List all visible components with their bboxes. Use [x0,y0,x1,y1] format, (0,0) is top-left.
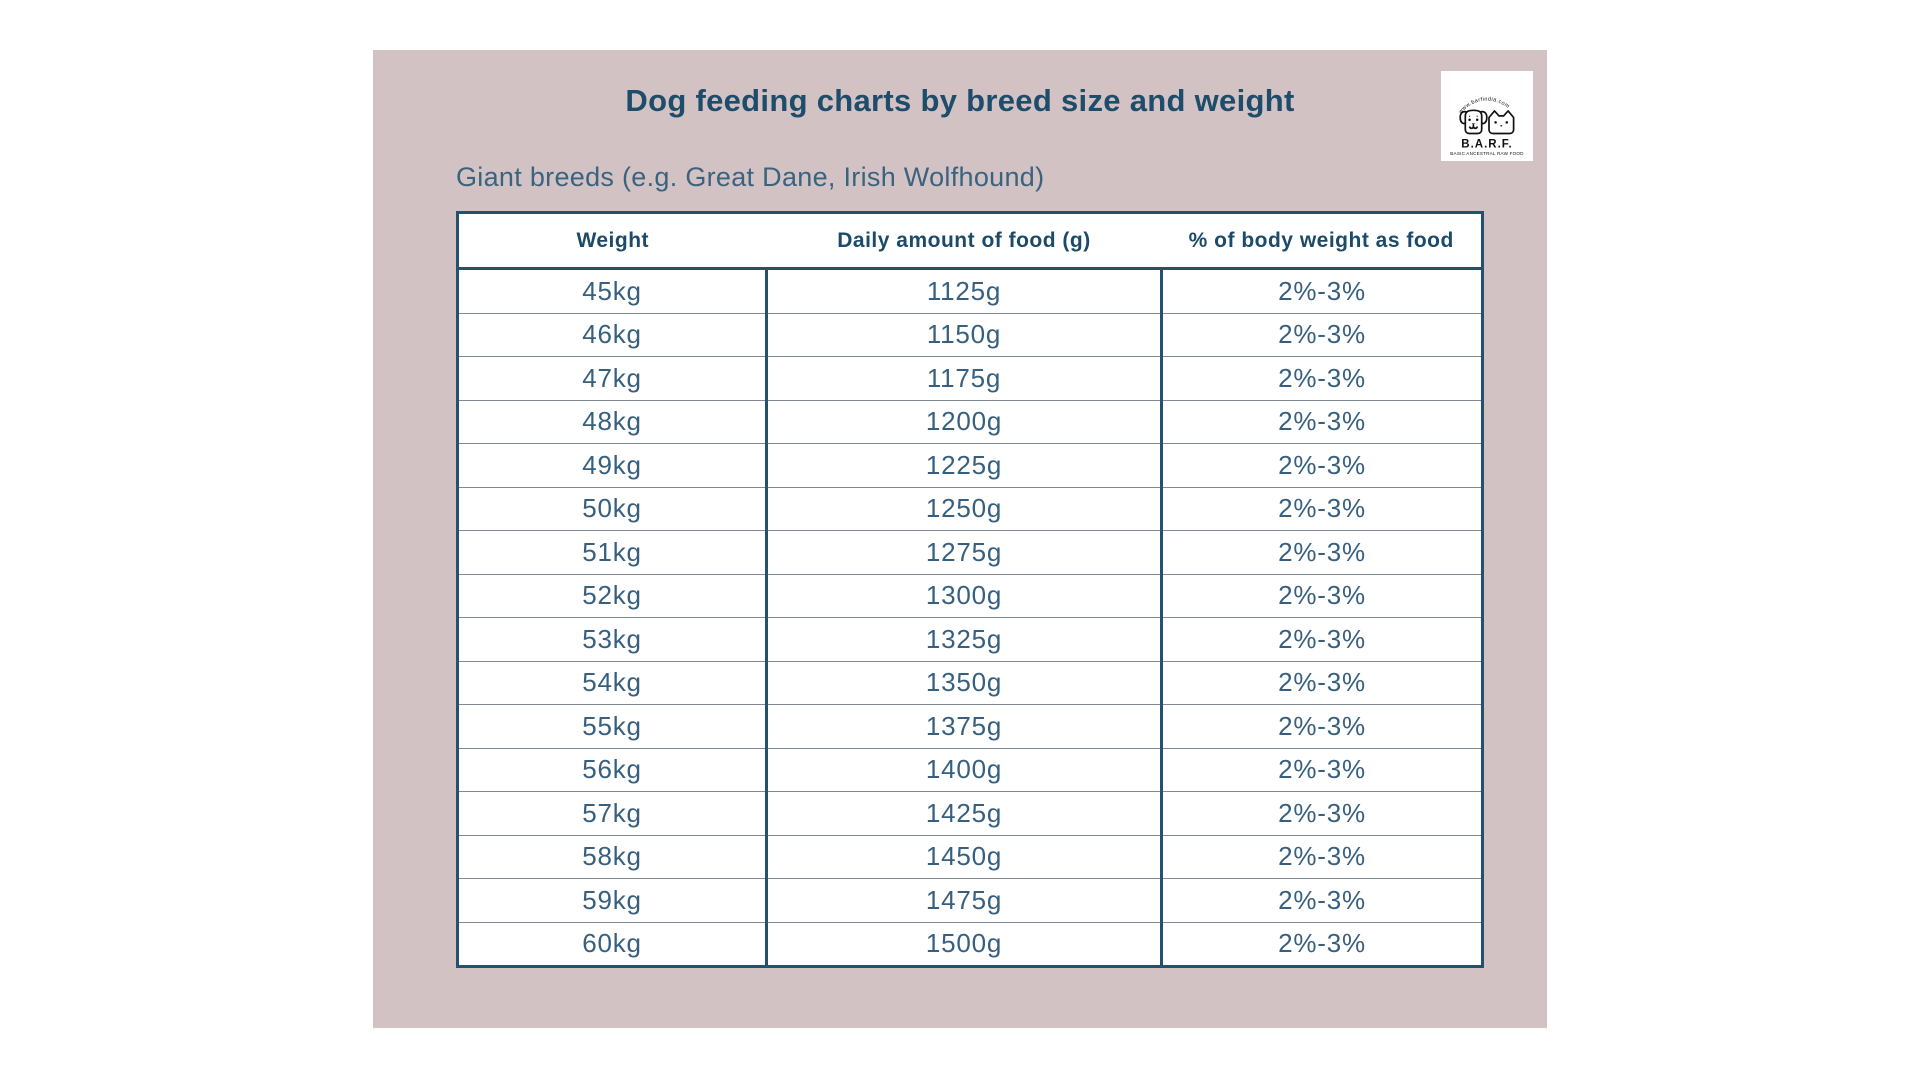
table-row: 53kg 1325g 2%-3% [457,617,1483,661]
table-cell: 2%-3% [1160,747,1483,792]
column-header-weight: Weight [457,212,767,270]
table-cell: 1175g [765,356,1162,400]
table-row: 50kg 1250g 2%-3% [457,486,1483,531]
table-row: 54kg 1350g 2%-3% [457,660,1483,705]
table-cell: 2%-3% [1160,268,1483,313]
table-cell: 1425g [765,791,1162,835]
table-cell: 2%-3% [1160,878,1483,922]
table-cell: 51kg [457,530,767,574]
table-cell: 1200g [765,399,1162,444]
table-cell: 2%-3% [1160,530,1483,574]
table-cell: 1475g [765,878,1162,922]
table-row: 46kg 1150g 2%-3% [457,312,1483,357]
table-cell: 2%-3% [1160,312,1483,357]
table-row: 56kg 1400g 2%-3% [457,747,1483,792]
table-cell: 2%-3% [1160,834,1483,879]
barf-logo: www.barfindia.com [1441,71,1533,161]
breed-size-subtitle: Giant breeds (e.g. Great Dane, Irish Wol… [456,162,1045,192]
table-cell: 1375g [765,704,1162,748]
table-cell: 47kg [457,356,767,400]
page-title: Dog feeding charts by breed size and wei… [625,83,1295,118]
table-cell: 45kg [582,275,642,306]
table-cell: 2%-3% [1160,443,1483,487]
table-header-row: Weight Daily amount of food (g) % of bod… [457,212,1483,270]
table-cell: 2%-3% [1160,573,1483,618]
table-cell: 52kg [457,573,767,618]
table-cell: 1250g [765,486,1162,531]
table-cell: 56kg [457,747,767,792]
table-row: 51kg 1275g 2%-3% [457,530,1483,574]
table-cell: 48kg [457,399,767,444]
logo-wordmark: B.A.R.F. [1461,139,1512,151]
table-cell: 1500g [765,921,1162,967]
feeding-table-body: 45kg 1125g 2%-3% 46kg 1150g 2%-3% 47kg 1175g 2%-… [457,268,1483,967]
table-cell: 49kg [457,443,767,487]
table-cell: 57kg [457,791,767,835]
table-cell: 2%-3% [1160,617,1483,661]
dog-face-icon [1459,109,1488,135]
table-cell: 59kg [457,878,767,922]
table-row: 49kg 1225g 2%-3% [457,443,1483,487]
table-cell: 1150g [765,312,1162,357]
table-row: 55kg 1375g 2%-3% [457,704,1483,748]
table-row: 58kg 1450g 2%-3% [457,834,1483,879]
table-cell: 1350g [765,660,1162,705]
table-cell: 60kg [457,921,767,967]
infographic-panel: Dog feeding charts by breed size and wei… [373,50,1547,1028]
table-cell: 1400g [765,747,1162,792]
table-row: 45kg 1125g 2%-3% [458,268,1483,313]
table-cell: 46kg [457,312,767,357]
table-cell: 2%-3% [1160,486,1483,531]
table-cell: 1275g [765,530,1162,574]
feeding-chart-table: Weight Daily amount of food (g) % of bod… [456,211,1484,968]
table-cell: 1300g [765,573,1162,618]
table-cell: 2%-3% [1160,791,1483,835]
table-cell: 53kg [457,617,767,661]
table-cell: 1225g [765,443,1162,487]
table-cell: 1125g [765,268,1162,313]
table-row: 48kg 1200g 2%-3% [457,399,1483,444]
table-cell: 55kg [457,704,767,748]
table-row: 60kg 1500g 2%-3% [457,921,1483,967]
column-header-body-weight-percent: % of body weight as food [1161,212,1483,270]
table-cell: 1325g [765,617,1162,661]
table-cell: 58kg [457,834,767,879]
table-cell: 2%-3% [1160,704,1483,748]
table-cell: 2%-3% [1160,660,1483,705]
table-row: 59kg 1475g 2%-3% [457,878,1483,922]
column-header-daily-amount: Daily amount of food (g) [766,212,1162,270]
table-cell: 50kg [457,486,767,531]
table-cell: 1450g [765,834,1162,879]
table-row: 47kg 1175g 2%-3% [457,356,1483,400]
table-cell: 2%-3% [1160,399,1483,444]
table-row: 57kg 1425g 2%-3% [457,791,1483,835]
table-cell: 2%-3% [1160,921,1483,967]
logo-tagline: BASIC ANCESTRAL RAW FOOD [1450,151,1524,156]
cat-face-icon [1488,110,1515,135]
table-cell: 54kg [457,660,767,705]
table-row: 52kg 1300g 2%-3% [457,573,1483,618]
table-cell: 2%-3% [1160,356,1483,400]
